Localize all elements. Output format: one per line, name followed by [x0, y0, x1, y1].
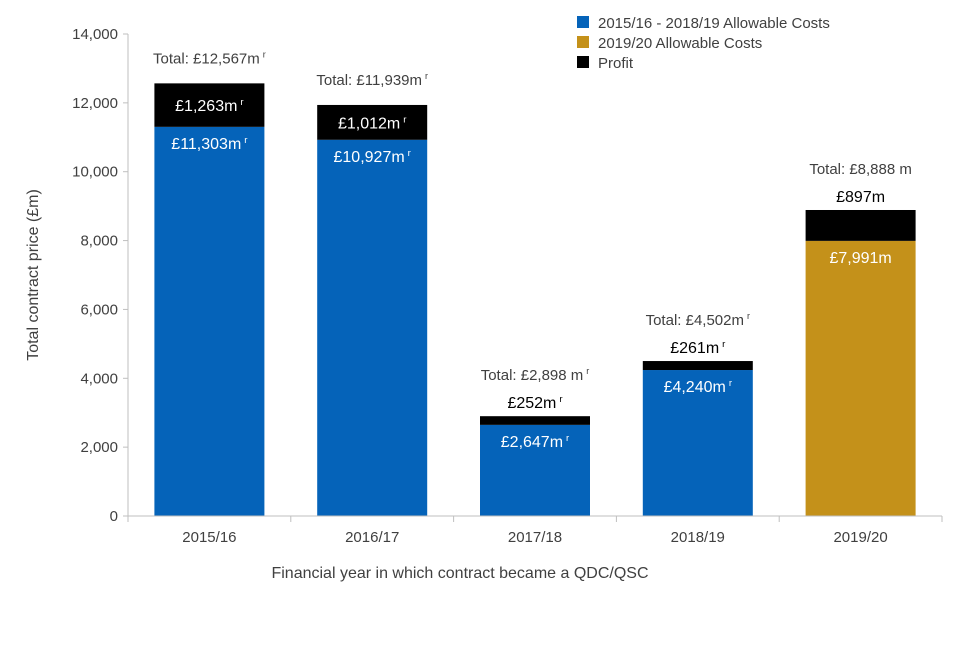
x-axis-label: Financial year in which contract became … [271, 565, 648, 582]
legend-swatch [577, 36, 589, 48]
y-axis: 0 2,000 4,000 6,000 8,000 10,000 12,000 14,000 [72, 26, 129, 525]
x-tick-label: 2015/16 [182, 529, 236, 546]
legend-label: 2015/16 - 2018/19 Allowable Costs [598, 15, 830, 32]
profit-data-label: £1,263m r [175, 97, 244, 115]
y-tick-label: 0 [110, 508, 118, 525]
total-data-label: Total: £12,567m r [153, 49, 266, 67]
legend: 2015/16 - 2018/19 Allowable Costs 2019/20… [577, 15, 830, 72]
cost-data-label: £11,303m r [171, 135, 248, 153]
profit-data-label: £252m r [507, 394, 563, 412]
y-tick-label: 14,000 [72, 26, 118, 43]
y-tick-label: 12,000 [72, 95, 118, 112]
x-tick-label: 2019/20 [833, 529, 887, 546]
legend-label: 2019/20 Allowable Costs [598, 35, 762, 52]
bar-segment-costs [154, 126, 265, 517]
profit-data-label: £261m r [670, 339, 726, 357]
x-tick-label: 2016/17 [345, 529, 399, 546]
cost-data-label: £7,991m [829, 250, 891, 267]
total-data-label: Total: £4,502m r [646, 311, 750, 329]
bar-segment-costs [480, 424, 590, 516]
total-data-label: Total: £8,888 m [809, 161, 912, 178]
y-tick-label: 2,000 [80, 439, 118, 456]
cost-data-label: £10,927m r [334, 148, 412, 166]
bar-segment-profit [805, 209, 916, 241]
profit-data-label: £897m [836, 189, 885, 206]
y-tick-label: 6,000 [80, 301, 118, 318]
legend-label: Profit [598, 55, 634, 72]
y-tick-label: 4,000 [80, 370, 118, 387]
bar-segment-costs [805, 240, 916, 516]
x-tick-label: 2018/19 [671, 529, 725, 546]
x-tick-label: 2017/18 [508, 529, 562, 546]
bar-segment-profit [480, 416, 590, 425]
bar-segment-profit [154, 83, 265, 127]
y-tick-label: 10,000 [72, 164, 118, 181]
cost-data-label: £2,647m r [501, 433, 570, 451]
y-axis-label: Total contract price (£m) [25, 189, 42, 361]
profit-data-label: £1,012m r [338, 114, 407, 132]
cost-data-label: £4,240m r [664, 378, 733, 396]
bar-segment-costs [317, 139, 428, 516]
legend-swatch [577, 16, 589, 28]
bar-segment-profit [317, 104, 428, 140]
bar-segment-costs [642, 370, 753, 516]
bar-segment-profit [642, 361, 753, 371]
legend-swatch [577, 56, 589, 68]
bars: £11,303m r £1,263m r Total: £12,567m r £10,927… [153, 49, 916, 517]
total-data-label: Total: £11,939m r [316, 71, 428, 89]
y-tick-label: 8,000 [80, 233, 118, 250]
x-axis: 2015/16 2016/17 2017/18 2018/19 2019/20 [127, 515, 943, 546]
